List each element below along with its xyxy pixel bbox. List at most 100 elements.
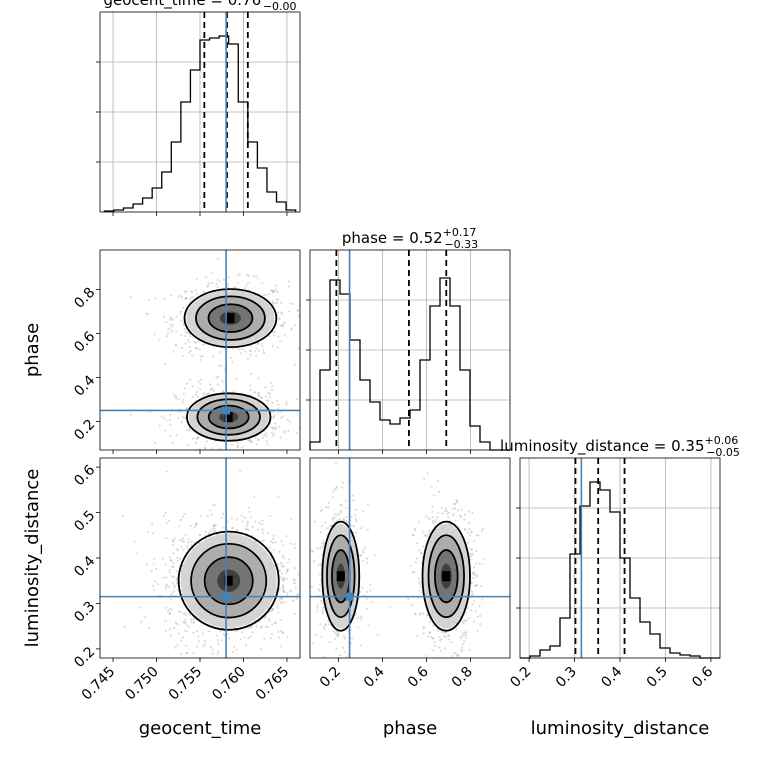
sample-point [470,548,473,551]
sample-point [362,510,365,513]
sample-point [322,606,325,610]
sample-point [219,350,222,353]
sample-point [190,618,193,621]
sample-point [290,517,293,521]
sample-point [453,502,456,505]
sample-point [183,328,187,331]
contour-line [196,398,261,436]
sample-point [285,403,288,406]
sample-point [432,649,435,652]
sample-point [211,271,214,274]
sample-point [177,632,181,635]
title-plus-error: +0.06 [705,434,739,447]
sample-point [170,318,173,321]
sample-point [174,646,177,649]
sample-point [452,652,455,655]
sample-point [237,274,240,277]
sample-point [305,553,307,555]
sample-point [295,597,298,600]
density-peak [442,571,451,582]
sample-point [164,630,167,633]
sample-point [189,298,192,301]
sample-point [182,548,185,552]
sample-point [475,584,478,587]
sample-point [271,608,274,611]
sample-point [283,430,286,433]
sample-point [281,563,284,566]
sample-point [247,637,250,640]
sample-point [431,510,434,513]
sample-point [286,592,289,595]
title-text: geocent_time = 0.76 [103,0,261,10]
sample-point [315,633,318,636]
sample-point [268,396,271,399]
sample-point [263,637,266,640]
sample-point [273,622,277,625]
sample-point [211,652,214,655]
sample-point [455,627,458,631]
sample-point [473,600,476,603]
sample-point [342,635,345,638]
sample-point [150,569,153,573]
sample-point [280,630,283,633]
sample-point [172,324,175,327]
sample-point [471,552,474,556]
sample-point [195,522,198,525]
sample-point [188,341,191,344]
sample-point [283,431,286,434]
histogram-step-luminosity-distance [520,481,720,659]
sample-point [207,284,210,287]
sample-point [432,519,435,523]
sample-point [235,528,239,532]
sample-point [306,557,308,559]
sample-point [422,632,425,635]
sample-point [423,533,426,537]
sample-point [192,296,195,299]
sample-point [289,590,292,593]
sample-point [192,652,195,655]
sample-point [262,539,265,542]
panel-content [100,458,308,665]
sample-point [343,659,345,661]
sample-point [411,570,414,574]
sample-point [319,563,322,566]
sample-point [280,301,283,304]
sample-point [188,429,191,432]
sample-point [444,631,448,634]
sample-point [351,637,354,640]
sample-point [314,666,316,668]
sample-point [276,346,279,349]
sample-point [249,345,253,348]
sample-point [244,350,247,353]
sample-point [288,285,291,288]
sample-point [369,583,372,586]
sample-point [209,663,211,665]
sample-point [419,613,422,617]
sample-point [164,620,167,623]
title-luminosity-distance: luminosity_distance = 0.35+0.06 −0.05 [500,434,740,459]
sample-point [291,302,294,305]
sample-point [184,342,187,345]
contour-line [207,303,254,333]
contour-line [421,520,471,632]
sample-point [189,524,193,527]
sample-point [327,506,330,509]
sample-point [191,354,194,357]
sample-point [321,612,325,615]
sample-point [170,598,173,601]
sample-point [204,447,207,450]
sample-point [164,606,167,610]
sample-point [185,297,188,300]
sample-point [182,416,186,419]
sample-point [275,399,279,402]
sample-point [215,377,218,380]
sample-point [293,567,296,570]
sample-point [424,515,428,518]
sample-point [430,485,433,488]
sample-point [249,626,252,629]
sample-point [316,547,319,550]
sample-point [180,411,183,414]
sample-point [235,518,238,521]
sample-point [270,540,273,543]
